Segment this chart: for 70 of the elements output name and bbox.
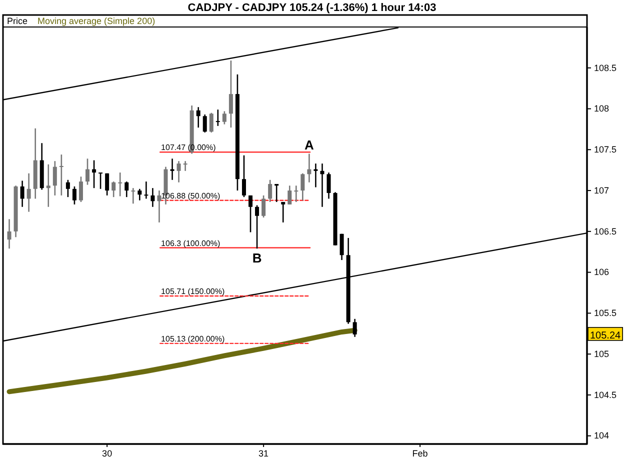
candlestick: [86, 158, 90, 186]
candlestick: [352, 318, 357, 338]
x-tick-label: 30: [102, 448, 112, 458]
candlestick: [131, 187, 136, 204]
candlestick: [340, 233, 344, 261]
annotation: 105.24: [590, 330, 622, 342]
candlestick: [7, 218, 12, 250]
candlestick: [92, 160, 96, 189]
candlestick: [196, 106, 200, 128]
candlestick: [66, 179, 70, 198]
y-tick-label: 106.5: [594, 226, 617, 236]
annotation: B: [252, 250, 262, 266]
candlestick: [52, 160, 57, 196]
candlestick: [26, 172, 31, 212]
candlestick: [150, 187, 155, 208]
text: Moving average (Simple 200): [38, 16, 156, 26]
candlestick: [124, 180, 129, 198]
candlestick: [242, 154, 246, 198]
candlestick: [320, 162, 324, 208]
candlestick: [176, 160, 181, 184]
y-tick-label: 105.5: [594, 308, 617, 318]
candlestick: [118, 172, 122, 197]
candlestick: [59, 154, 64, 196]
annotation: 105.13 (200.00%): [161, 334, 225, 344]
x-tick-label: Feb: [412, 448, 428, 458]
candlestick: [255, 204, 260, 250]
candlestick: [307, 153, 312, 184]
y-tick-label: 105: [594, 348, 610, 359]
candlestick: [281, 201, 286, 224]
y-tick-label: 108: [594, 104, 610, 114]
candlestick: [248, 194, 253, 233]
y-tick-label: 107.5: [594, 144, 617, 155]
candlestick: [183, 160, 188, 172]
candlestick: [209, 112, 214, 134]
candlestick: [144, 180, 148, 200]
y-tick-label: 107: [594, 185, 610, 196]
candlestick: [157, 190, 162, 224]
candlestick: [314, 162, 318, 188]
chart-title: CADJPY - CADJPY 105.24 (-1.36%) 1 hour 14:03: [188, 2, 436, 14]
candlestick: [228, 60, 233, 128]
candlestick: [78, 176, 83, 203]
candlestick: [46, 164, 50, 208]
candlestick: [294, 184, 298, 203]
candlestick: [222, 110, 226, 125]
y-tick-label: 104.5: [594, 390, 617, 400]
candlestick: [72, 186, 76, 206]
candlestick: [20, 180, 24, 208]
candlestick: [262, 194, 266, 218]
candlestick: [288, 184, 292, 206]
candlestick: [98, 172, 103, 190]
annotation: 106.88 (50.00%): [161, 191, 221, 200]
annotation: A: [304, 138, 314, 153]
candlestick: [268, 179, 272, 203]
x-tick-label: 31: [258, 448, 269, 458]
candlestick: [216, 108, 220, 127]
y-tick-label: 104: [594, 430, 610, 441]
annotation: 106.3 (100.00%): [161, 238, 221, 248]
candlestick: [105, 172, 110, 196]
candlestick: [326, 172, 331, 200]
annotation: 107.47 (0.00%): [161, 143, 216, 152]
annotation: 105.71 (150.00%): [161, 287, 225, 296]
y-tick-label: 108.5: [594, 62, 617, 73]
y-tick-label: 106: [594, 267, 610, 278]
candlestick: [274, 183, 279, 203]
candlestick: [138, 188, 142, 201]
candlestick: [202, 114, 207, 134]
y-axis-title: Price: [7, 16, 28, 26]
candlestick: [300, 172, 305, 201]
candlestick: [112, 180, 116, 198]
candlestick: [170, 158, 174, 181]
